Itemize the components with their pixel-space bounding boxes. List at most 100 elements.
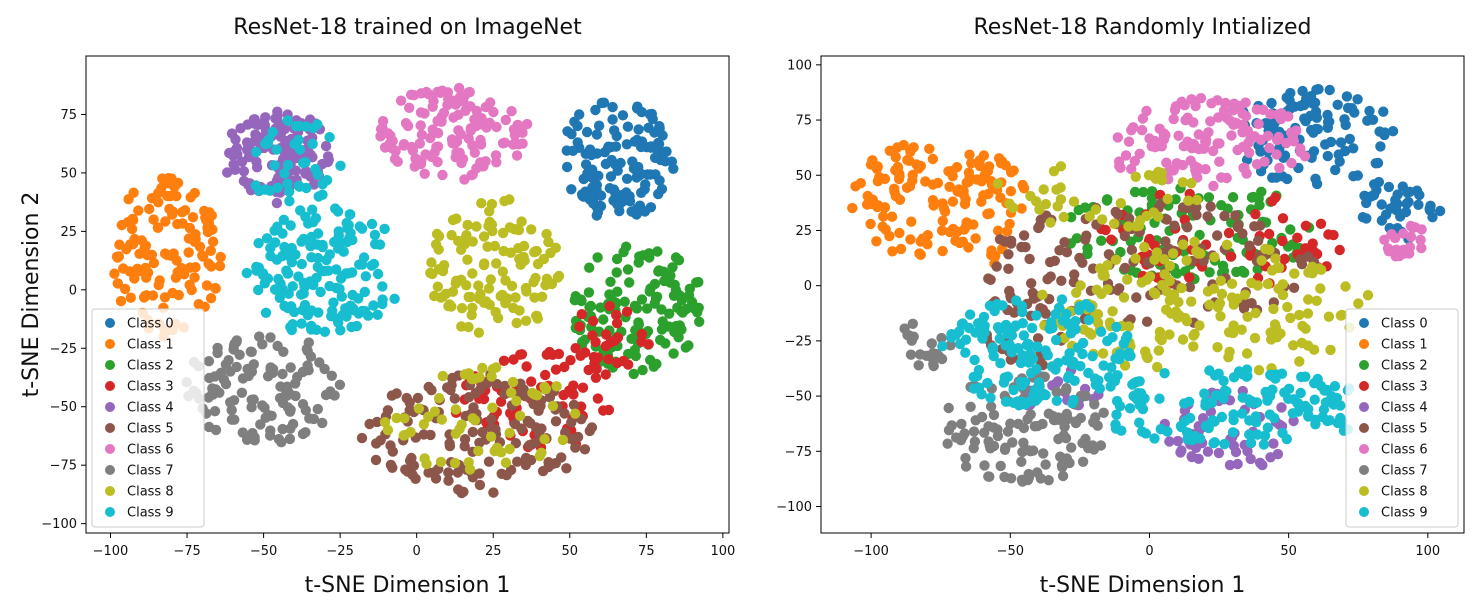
data-point-class-0 bbox=[574, 109, 585, 120]
data-point-class-0 bbox=[605, 171, 617, 182]
data-point-class-0 bbox=[1271, 172, 1282, 183]
data-point-class-8 bbox=[429, 290, 440, 302]
data-point-class-9 bbox=[1008, 384, 1019, 396]
data-point-class-0 bbox=[617, 110, 629, 121]
data-point-class-3 bbox=[1184, 272, 1195, 283]
data-point-class-8 bbox=[1362, 290, 1374, 301]
data-point-class-6 bbox=[453, 82, 465, 94]
data-point-class-8 bbox=[511, 317, 522, 329]
data-point-class-8 bbox=[502, 293, 513, 304]
data-point-class-7 bbox=[979, 460, 990, 471]
data-point-class-9 bbox=[1242, 370, 1253, 382]
data-point-class-9 bbox=[346, 321, 357, 333]
data-point-class-8 bbox=[992, 178, 1004, 189]
data-point-class-8 bbox=[1149, 254, 1160, 265]
data-point-class-8 bbox=[1115, 198, 1127, 209]
data-point-class-8 bbox=[475, 288, 486, 300]
data-point-class-6 bbox=[414, 138, 425, 149]
data-point-class-7 bbox=[301, 343, 312, 355]
data-point-class-9 bbox=[260, 307, 272, 318]
data-point-class-0 bbox=[1400, 206, 1412, 218]
data-point-class-8 bbox=[456, 303, 468, 314]
data-point-class-5 bbox=[1005, 238, 1017, 249]
data-point-class-0 bbox=[1352, 94, 1363, 105]
data-point-class-0 bbox=[1310, 108, 1321, 120]
data-point-class-0 bbox=[572, 137, 583, 148]
data-point-class-9 bbox=[1218, 375, 1229, 387]
data-point-class-2 bbox=[1082, 248, 1093, 260]
data-point-class-0 bbox=[639, 184, 650, 195]
data-point-class-2 bbox=[684, 283, 695, 294]
data-point-class-8 bbox=[1241, 348, 1253, 359]
data-point-class-8 bbox=[467, 268, 478, 279]
data-point-class-8 bbox=[449, 457, 461, 469]
data-point-class-7 bbox=[249, 435, 260, 446]
data-point-class-5 bbox=[991, 261, 1002, 272]
legend-label: Class 3 bbox=[1381, 380, 1428, 395]
data-point-class-8 bbox=[1212, 302, 1224, 313]
data-point-class-6 bbox=[1212, 138, 1223, 149]
data-point-class-1 bbox=[154, 275, 165, 286]
data-point-class-5 bbox=[533, 405, 544, 416]
data-point-class-0 bbox=[1401, 198, 1412, 209]
data-point-class-9 bbox=[1064, 348, 1075, 359]
data-point-class-6 bbox=[377, 116, 389, 127]
data-point-class-2 bbox=[685, 301, 697, 313]
data-point-class-0 bbox=[1376, 199, 1387, 210]
data-point-class-8 bbox=[1176, 282, 1187, 294]
y-tick-label: 0 bbox=[804, 279, 812, 294]
data-point-class-8 bbox=[463, 291, 474, 303]
data-point-class-5 bbox=[566, 417, 577, 428]
data-point-class-1 bbox=[1005, 167, 1017, 178]
data-point-class-9 bbox=[368, 258, 380, 270]
data-point-class-7 bbox=[209, 406, 221, 417]
data-point-class-0 bbox=[1332, 99, 1343, 111]
data-point-class-5 bbox=[1219, 210, 1230, 222]
data-point-class-2 bbox=[660, 338, 671, 349]
data-point-class-0 bbox=[654, 121, 665, 132]
data-point-class-8 bbox=[473, 327, 485, 338]
data-point-class-2 bbox=[618, 246, 629, 258]
data-point-class-4 bbox=[1164, 436, 1175, 447]
data-point-class-8 bbox=[1242, 311, 1253, 322]
data-point-class-9 bbox=[251, 146, 262, 158]
data-point-class-8 bbox=[1227, 327, 1239, 339]
data-point-class-0 bbox=[1373, 176, 1385, 188]
y-tick-label: 0 bbox=[69, 283, 77, 298]
data-point-class-8 bbox=[530, 246, 541, 257]
data-point-class-1 bbox=[123, 194, 134, 205]
data-point-class-9 bbox=[1292, 398, 1304, 409]
data-point-class-8 bbox=[1315, 283, 1326, 294]
data-point-class-1 bbox=[185, 192, 196, 203]
data-point-class-6 bbox=[1149, 135, 1160, 147]
data-point-class-7 bbox=[1059, 421, 1070, 432]
data-point-class-8 bbox=[1285, 312, 1296, 324]
data-point-class-2 bbox=[628, 368, 639, 380]
legend-marker bbox=[1359, 465, 1369, 475]
data-point-class-6 bbox=[1244, 147, 1255, 158]
data-point-class-5 bbox=[572, 431, 584, 443]
data-point-class-3 bbox=[540, 369, 551, 381]
data-point-class-8 bbox=[463, 457, 474, 468]
data-point-class-9 bbox=[253, 284, 264, 296]
data-point-class-9 bbox=[1098, 360, 1109, 371]
data-point-class-6 bbox=[506, 106, 517, 117]
data-point-class-6 bbox=[459, 174, 470, 185]
data-point-class-3 bbox=[590, 336, 601, 348]
x-axis-label: t-SNE Dimension 1 bbox=[305, 573, 511, 598]
data-point-class-1 bbox=[963, 176, 975, 187]
data-point-class-7 bbox=[203, 356, 215, 367]
data-point-class-0 bbox=[587, 164, 598, 175]
data-point-class-0 bbox=[1346, 103, 1358, 114]
data-point-class-1 bbox=[171, 190, 182, 202]
data-point-class-8 bbox=[1075, 280, 1086, 291]
data-point-class-4 bbox=[229, 164, 241, 175]
data-point-class-8 bbox=[531, 310, 542, 322]
data-point-class-2 bbox=[612, 286, 623, 297]
data-point-class-7 bbox=[312, 403, 323, 415]
data-point-class-6 bbox=[427, 124, 438, 135]
data-point-class-9 bbox=[1175, 420, 1187, 432]
data-point-class-1 bbox=[111, 251, 123, 262]
data-point-class-6 bbox=[490, 150, 502, 161]
data-point-class-6 bbox=[1226, 130, 1237, 141]
